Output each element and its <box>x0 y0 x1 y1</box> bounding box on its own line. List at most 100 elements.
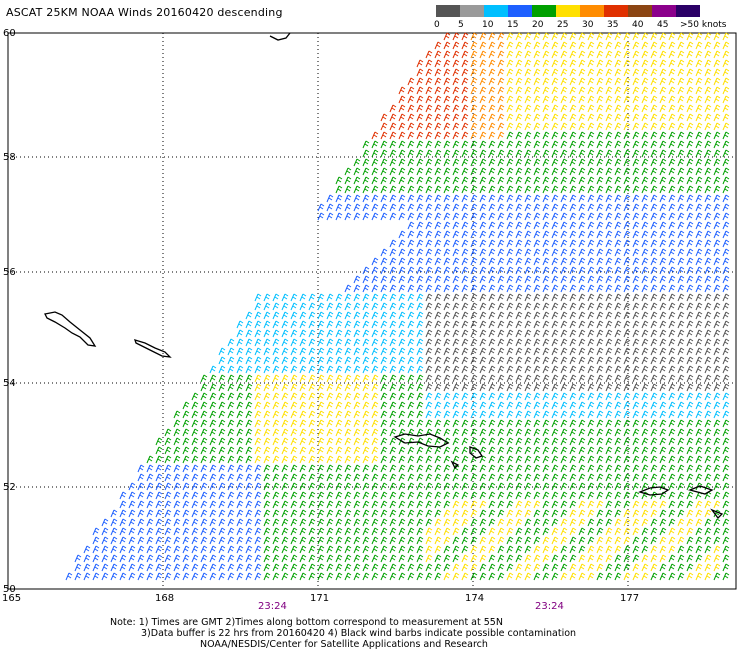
wind-barb <box>569 311 577 320</box>
wind-barb <box>299 446 307 455</box>
wind-barb <box>254 536 262 545</box>
wind-barb <box>497 68 505 77</box>
wind-barb <box>596 185 604 194</box>
wind-barb <box>686 527 694 536</box>
wind-barb <box>614 122 622 131</box>
wind-barb <box>380 347 388 356</box>
wind-barb <box>605 167 613 176</box>
wind-barb <box>587 221 595 230</box>
wind-barb <box>245 509 253 518</box>
wind-barb <box>470 518 478 527</box>
wind-barb <box>632 194 640 203</box>
wind-barb <box>650 293 658 302</box>
wind-barb <box>218 536 226 545</box>
wind-barb <box>263 509 271 518</box>
wind-barb <box>623 437 631 446</box>
wind-barb <box>290 527 298 536</box>
wind-barb <box>686 437 694 446</box>
wind-barb <box>254 509 262 518</box>
wind-barb <box>623 419 631 428</box>
wind-barb <box>569 491 577 500</box>
wind-barb <box>641 122 649 131</box>
wind-barb <box>200 563 208 572</box>
wind-barb <box>524 122 532 131</box>
wind-barb <box>587 446 595 455</box>
wind-barb <box>344 473 352 482</box>
wind-barb <box>542 158 550 167</box>
wind-barb <box>650 104 658 113</box>
wind-barb <box>677 203 685 212</box>
wind-barb <box>434 392 442 401</box>
wind-barb <box>425 536 433 545</box>
wind-barb <box>695 473 703 482</box>
wind-barb <box>308 401 316 410</box>
wind-barb <box>695 554 703 563</box>
wind-barb <box>425 473 433 482</box>
colorbar-swatch <box>556 5 580 17</box>
wind-barb <box>524 77 532 86</box>
wind-barb <box>695 392 703 401</box>
wind-barb <box>668 149 676 158</box>
wind-barb <box>497 167 505 176</box>
wind-barb <box>389 185 397 194</box>
wind-barb <box>560 194 568 203</box>
wind-barb <box>587 176 595 185</box>
wind-barb <box>254 482 262 491</box>
wind-barb <box>209 509 217 518</box>
wind-barb <box>677 41 685 50</box>
lat-label-54: 54 <box>3 378 16 389</box>
wind-barb <box>344 410 352 419</box>
wind-barb <box>542 221 550 230</box>
wind-barb <box>551 527 559 536</box>
wind-barb <box>569 419 577 428</box>
wind-barb <box>605 536 613 545</box>
wind-barb <box>578 95 586 104</box>
wind-barb <box>596 446 604 455</box>
wind-barb <box>578 230 586 239</box>
wind-barb <box>389 563 397 572</box>
wind-barb <box>506 482 514 491</box>
wind-barb <box>191 455 199 464</box>
wind-barb <box>632 257 640 266</box>
wind-barb <box>515 122 523 131</box>
wind-barb <box>407 77 415 86</box>
wind-barb <box>389 266 397 275</box>
wind-barb <box>614 428 622 437</box>
wind-barb <box>443 518 451 527</box>
wind-barb <box>722 374 730 383</box>
wind-barb <box>587 365 595 374</box>
wind-barb <box>695 527 703 536</box>
wind-barb <box>461 221 469 230</box>
wind-barb <box>506 338 514 347</box>
wind-barb <box>137 563 145 572</box>
wind-barb <box>380 365 388 374</box>
wind-barb <box>461 365 469 374</box>
wind-barb <box>434 248 442 257</box>
wind-barb <box>569 527 577 536</box>
wind-barb <box>236 365 244 374</box>
wind-barb <box>578 527 586 536</box>
wind-barb <box>137 554 145 563</box>
wind-barb <box>416 95 424 104</box>
wind-barb <box>578 347 586 356</box>
wind-barb <box>254 464 262 473</box>
wind-barb <box>281 338 289 347</box>
wind-barb <box>686 410 694 419</box>
wind-barb <box>596 194 604 203</box>
wind-barb <box>200 437 208 446</box>
wind-barb <box>317 446 325 455</box>
wind-barb <box>614 572 622 581</box>
wind-barb <box>353 482 361 491</box>
wind-barb <box>407 338 415 347</box>
wind-barb <box>236 401 244 410</box>
wind-barb <box>488 113 496 122</box>
wind-barb <box>506 446 514 455</box>
wind-barb <box>326 311 334 320</box>
wind-barb <box>497 149 505 158</box>
wind-barb <box>686 374 694 383</box>
wind-barb <box>443 320 451 329</box>
wind-barb <box>218 392 226 401</box>
wind-barb <box>209 428 217 437</box>
wind-barb <box>650 185 658 194</box>
wind-barb <box>83 545 91 554</box>
